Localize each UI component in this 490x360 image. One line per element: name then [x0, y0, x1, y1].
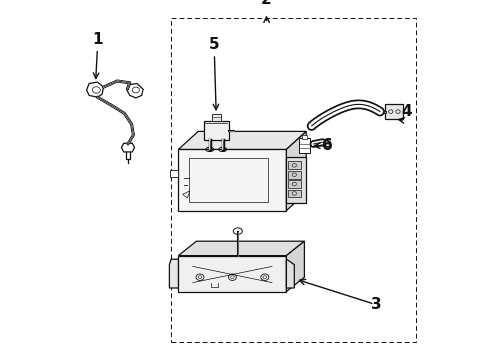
Bar — [386, 104, 403, 119]
Bar — [301, 135, 307, 139]
Bar — [298, 138, 310, 153]
Bar — [288, 161, 301, 169]
Bar — [288, 189, 301, 197]
Bar — [286, 157, 306, 203]
Polygon shape — [170, 259, 178, 288]
Polygon shape — [286, 259, 294, 288]
Bar — [288, 180, 301, 188]
Text: 1: 1 — [92, 32, 102, 47]
Polygon shape — [178, 241, 304, 256]
Bar — [178, 149, 286, 211]
Bar — [171, 170, 178, 177]
Bar — [204, 121, 229, 140]
Text: 6: 6 — [322, 138, 333, 153]
Bar — [178, 256, 286, 292]
Polygon shape — [286, 241, 304, 292]
Text: 3: 3 — [371, 297, 382, 312]
Text: 5: 5 — [209, 37, 220, 52]
Bar — [171, 18, 416, 342]
Bar — [288, 171, 301, 179]
Bar — [189, 158, 269, 202]
Polygon shape — [178, 131, 306, 149]
Text: 2: 2 — [261, 0, 272, 7]
Polygon shape — [286, 131, 306, 211]
Text: 4: 4 — [402, 104, 412, 119]
Bar — [212, 114, 220, 121]
